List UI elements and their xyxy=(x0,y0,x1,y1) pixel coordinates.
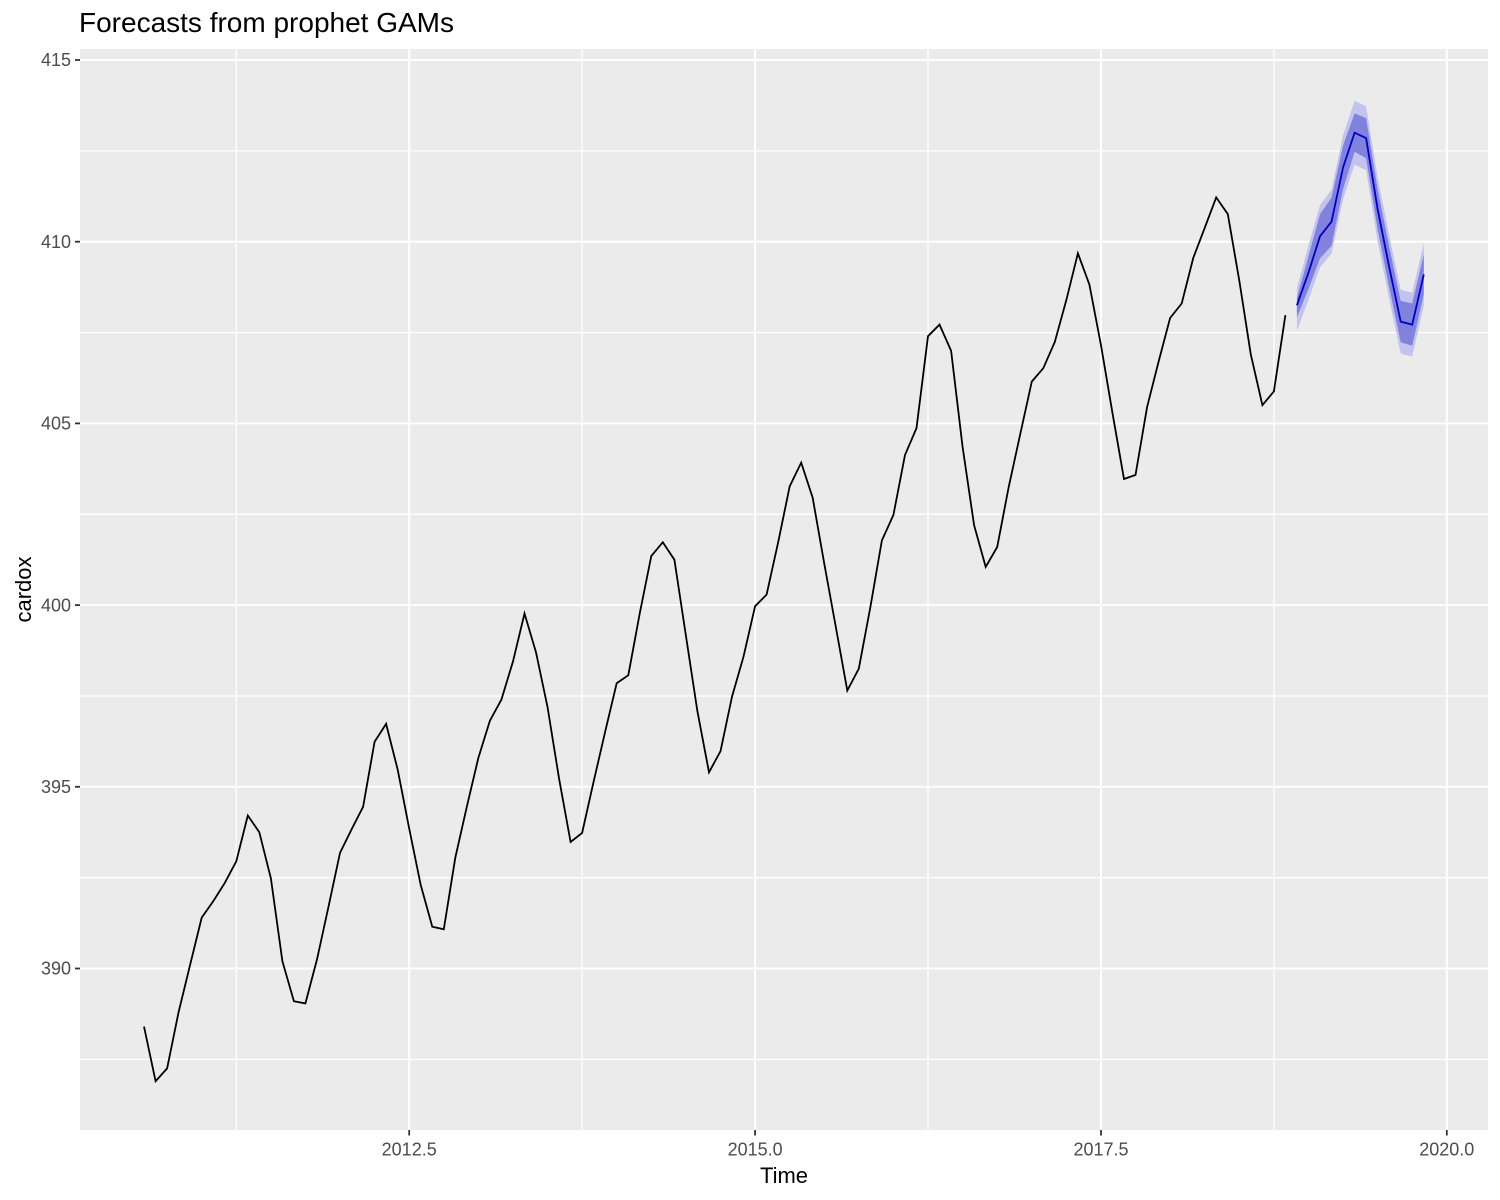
svg-text:400: 400 xyxy=(41,595,71,615)
svg-text:395: 395 xyxy=(41,777,71,797)
svg-text:Forecasts from prophet GAMs: Forecasts from prophet GAMs xyxy=(79,7,454,38)
svg-text:415: 415 xyxy=(41,50,71,70)
svg-text:410: 410 xyxy=(41,232,71,252)
svg-text:cardox: cardox xyxy=(11,556,36,622)
svg-text:2012.5: 2012.5 xyxy=(382,1140,437,1160)
svg-text:390: 390 xyxy=(41,959,71,979)
svg-text:2017.5: 2017.5 xyxy=(1073,1140,1128,1160)
svg-text:Time: Time xyxy=(760,1163,808,1188)
svg-text:2015.0: 2015.0 xyxy=(728,1140,783,1160)
svg-text:2020.0: 2020.0 xyxy=(1419,1140,1474,1160)
svg-text:405: 405 xyxy=(41,414,71,434)
